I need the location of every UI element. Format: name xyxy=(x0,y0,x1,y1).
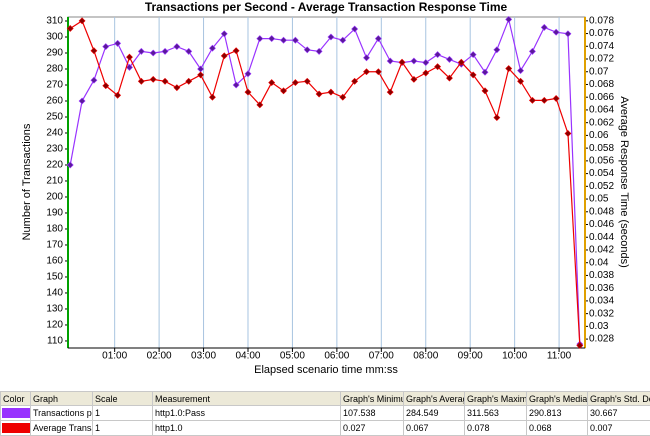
y2-tick-label: 0.068 xyxy=(589,79,614,90)
x-tick-label: 03:00 xyxy=(191,351,216,362)
y2-tick-label: 0.04 xyxy=(589,257,609,268)
header-cell: Measurement xyxy=(153,392,341,406)
cell: http1.0 xyxy=(153,421,341,436)
x-tick-label: 05:00 xyxy=(280,351,305,362)
cell: 0.027 xyxy=(341,421,404,436)
y-axis-label: Number of Transactions xyxy=(21,123,33,240)
y2-tick-label: 0.078 xyxy=(589,15,614,26)
y-tick-label: 300 xyxy=(46,32,63,43)
y-tick-label: 190 xyxy=(46,208,63,219)
color-cell xyxy=(1,421,31,436)
x-tick-label: 02:00 xyxy=(147,351,172,362)
y2-tick-label: 0.034 xyxy=(589,296,614,307)
x-tick-label: 10:00 xyxy=(502,351,527,362)
cell: 30.667 xyxy=(588,406,650,421)
x-axis-label: Elapsed scenario time mm:ss xyxy=(254,364,398,376)
chart: Transactions per Second - Average Transa… xyxy=(0,0,650,390)
x-tick-label: 11:00 xyxy=(547,351,572,362)
x-tick-label: 01:00 xyxy=(102,351,127,362)
header-cell: Graph's Std. Dev xyxy=(588,392,650,406)
legend-table: Color Graph Scale Measurement Graph's Mi… xyxy=(0,391,650,436)
y-tick-label: 220 xyxy=(46,160,63,171)
y-tick-label: 200 xyxy=(46,192,63,203)
header-cell: Graph's Minimum xyxy=(341,392,404,406)
y2-tick-label: 0.062 xyxy=(589,117,614,128)
header-cell: Graph's Average xyxy=(404,392,465,406)
y-tick-label: 250 xyxy=(46,112,63,123)
y-tick-label: 110 xyxy=(47,336,63,347)
y2-tick-label: 0.048 xyxy=(589,206,614,217)
y-tick-label: 310 xyxy=(46,16,63,27)
y-tick-label: 140 xyxy=(46,288,63,299)
y2-tick-label: 0.056 xyxy=(589,155,614,166)
y-tick-label: 130 xyxy=(46,304,63,315)
cell: Transactions per xyxy=(31,406,93,421)
y2-axis-label: Average Response Time (seconds) xyxy=(618,96,630,268)
y-tick-label: 240 xyxy=(46,128,63,139)
cell: 0.078 xyxy=(465,421,527,436)
y2-tick-label: 0.064 xyxy=(589,105,614,116)
y2-tick-label: 0.036 xyxy=(589,283,614,294)
chart-title: Transactions per Second - Average Transa… xyxy=(145,0,508,14)
color-cell xyxy=(1,406,31,421)
x-tick-label: 04:00 xyxy=(235,351,260,362)
y-tick-label: 210 xyxy=(46,176,63,187)
x-tick-label: 08:00 xyxy=(413,351,438,362)
header-cell: Graph's Median xyxy=(527,392,588,406)
cell: 290.813 xyxy=(527,406,588,421)
y-tick-label: 170 xyxy=(46,240,63,251)
y2-tick-label: 0.06 xyxy=(589,130,609,141)
y-tick-label: 280 xyxy=(46,64,63,75)
cell: Average Transac xyxy=(31,421,93,436)
color-swatch xyxy=(2,408,30,418)
cell: 284.549 xyxy=(404,406,465,421)
header-cell: Color xyxy=(1,392,31,406)
y2-tick-label: 0.07 xyxy=(589,66,609,77)
color-swatch xyxy=(2,423,30,433)
x-tick-label: 07:00 xyxy=(369,351,394,362)
y2-tick-label: 0.058 xyxy=(589,143,614,154)
y2-tick-label: 0.054 xyxy=(589,168,614,179)
y2-tick-label: 0.072 xyxy=(589,54,614,65)
y-tick-label: 290 xyxy=(46,48,63,59)
legend-row[interactable]: Average Transac 1 http1.0 0.027 0.067 0.… xyxy=(1,421,650,436)
y2-tick-label: 0.066 xyxy=(589,92,614,103)
x-tick-label: 09:00 xyxy=(458,351,483,362)
header-row: Color Graph Scale Measurement Graph's Mi… xyxy=(1,392,650,406)
y2-tick-label: 0.028 xyxy=(589,334,614,345)
header-cell: Graph's Maximum xyxy=(465,392,527,406)
y-tick-label: 230 xyxy=(46,144,63,155)
cell: 311.563 xyxy=(465,406,527,421)
cell: 1 xyxy=(93,406,153,421)
y-tick-label: 180 xyxy=(46,224,63,235)
y2-tick-label: 0.032 xyxy=(589,308,614,319)
y2-tick-label: 0.076 xyxy=(589,28,614,39)
cell: 107.538 xyxy=(341,406,404,421)
cell: 1 xyxy=(93,421,153,436)
y-tick-label: 270 xyxy=(46,80,63,91)
y2-tick-label: 0.038 xyxy=(589,270,614,281)
y-tick-label: 260 xyxy=(46,96,63,107)
y-tick-label: 160 xyxy=(46,256,63,267)
header-cell: Graph xyxy=(31,392,93,406)
y2-tick-label: 0.042 xyxy=(589,245,614,256)
y2-tick-label: 0.046 xyxy=(589,219,614,230)
cell: 0.007 xyxy=(588,421,650,436)
y-tick-label: 150 xyxy=(46,272,63,283)
x-tick-label: 06:00 xyxy=(324,351,349,362)
cell: 0.068 xyxy=(527,421,588,436)
y2-tick-label: 0.074 xyxy=(589,41,614,52)
y2-tick-label: 0.03 xyxy=(589,321,609,332)
cell: http1.0:Pass xyxy=(153,406,341,421)
y2-tick-label: 0.05 xyxy=(589,194,609,205)
y-tick-label: 120 xyxy=(46,320,63,331)
y2-tick-label: 0.052 xyxy=(589,181,614,192)
header-cell: Scale xyxy=(93,392,153,406)
y2-tick-label: 0.044 xyxy=(589,232,614,243)
cell: 0.067 xyxy=(404,421,465,436)
legend-row[interactable]: Transactions per 1 http1.0:Pass 107.538 … xyxy=(1,406,650,421)
